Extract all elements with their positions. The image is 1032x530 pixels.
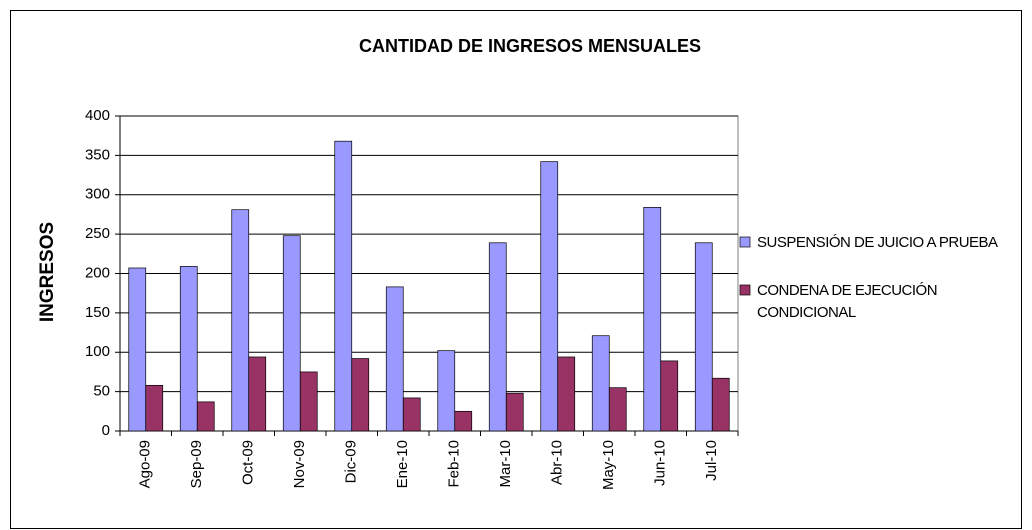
bar [231,209,250,432]
bar [179,266,198,432]
bar [385,286,404,432]
bar [282,235,301,432]
bar [128,267,147,432]
bar [694,242,713,432]
legend-label: CONDENA DE EJECUCIÓN CONDICIONAL [757,282,938,321]
bar [557,356,576,432]
y-axis-label: INGRESOS [37,222,58,322]
bar [660,360,679,432]
bar [488,242,507,432]
legend-swatch [739,236,751,248]
bar [591,335,610,432]
x-tick-label: May-10 [600,440,617,490]
bar [437,350,456,432]
bar [505,392,524,432]
bar [196,401,215,432]
x-tick-label: Abr-10 [549,440,566,485]
y-tick-label: 0 [102,422,110,439]
bar [299,371,318,432]
bar [540,161,559,432]
x-tick-label: Oct-09 [240,440,257,485]
y-tick-label: 200 [85,264,110,281]
x-tick-label: Ago-09 [137,440,154,488]
y-tick-label: 400 [85,107,110,124]
bar [248,356,267,432]
y-tick-label: 350 [85,146,110,163]
bar [145,384,164,432]
x-tick-label: Dic-09 [343,440,360,483]
y-tick-label: 300 [85,186,110,203]
bar [643,207,662,432]
y-tick-label: 150 [85,304,110,321]
bar [711,377,730,432]
legend-swatch [739,284,751,296]
y-tick-label: 250 [85,225,110,242]
y-tick-label: 50 [93,383,110,400]
bar [334,140,353,432]
x-tick-label: Mar-10 [497,440,514,488]
bar [402,397,421,432]
x-tick-label: Nov-09 [291,440,308,488]
x-tick-label: Jul-10 [703,440,720,481]
bar [608,387,627,432]
bar [351,358,370,432]
x-tick-label: Feb-10 [446,440,463,488]
x-tick-label: Jun-10 [652,440,669,486]
chart-title: CANTIDAD DE INGRESOS MENSUALES [359,36,701,56]
x-tick-label: Sep-09 [188,440,205,488]
y-tick-label: 100 [85,343,110,360]
bar [454,410,473,432]
legend-label: SUSPENSIÓN DE JUICIO A PRUEBA [757,234,998,251]
x-tick-label: Ene-10 [394,440,411,488]
